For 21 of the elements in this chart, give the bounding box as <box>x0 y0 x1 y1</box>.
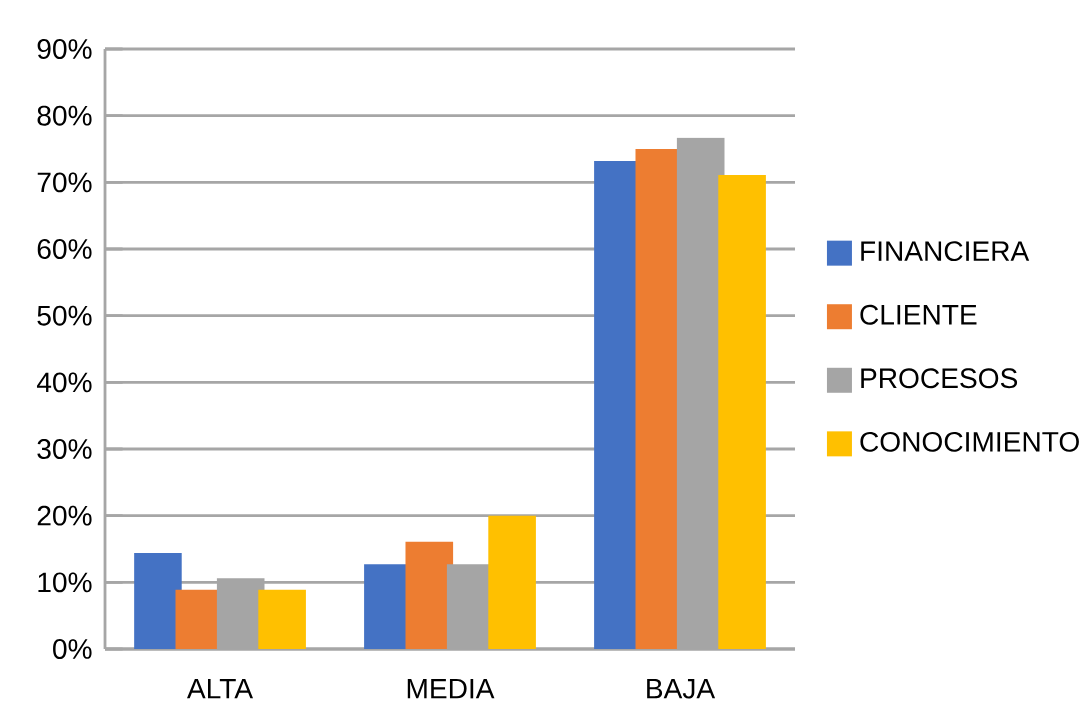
y-tick-label: 40% <box>36 372 92 393</box>
x-tick-label: BAJA <box>647 678 716 699</box>
x-tick-label: MEDIA <box>407 678 495 699</box>
bar <box>134 553 182 649</box>
y-tick-label: 10% <box>38 572 92 593</box>
bar <box>718 175 766 649</box>
y-tick-label: 70% <box>37 172 92 193</box>
x-tick-label: ALTA <box>186 678 254 699</box>
legend-label: CLIENTE <box>860 304 977 325</box>
legend-label: PROCESOS <box>861 368 1018 389</box>
bar <box>258 589 306 649</box>
legend-label: CONOCIMIENTO <box>860 431 1079 452</box>
y-tick-label: 60% <box>37 239 92 259</box>
y-tick-label: 50% <box>37 305 92 326</box>
y-tick-label: 80% <box>37 105 92 126</box>
y-tick-label: 0% <box>53 639 92 659</box>
legend-label: FINANCIERA <box>861 241 1030 262</box>
y-tick-label: 30% <box>37 439 92 459</box>
y-tick-label: 90% <box>37 39 92 59</box>
y-tick-label: 20% <box>37 505 92 526</box>
bar <box>488 515 536 649</box>
